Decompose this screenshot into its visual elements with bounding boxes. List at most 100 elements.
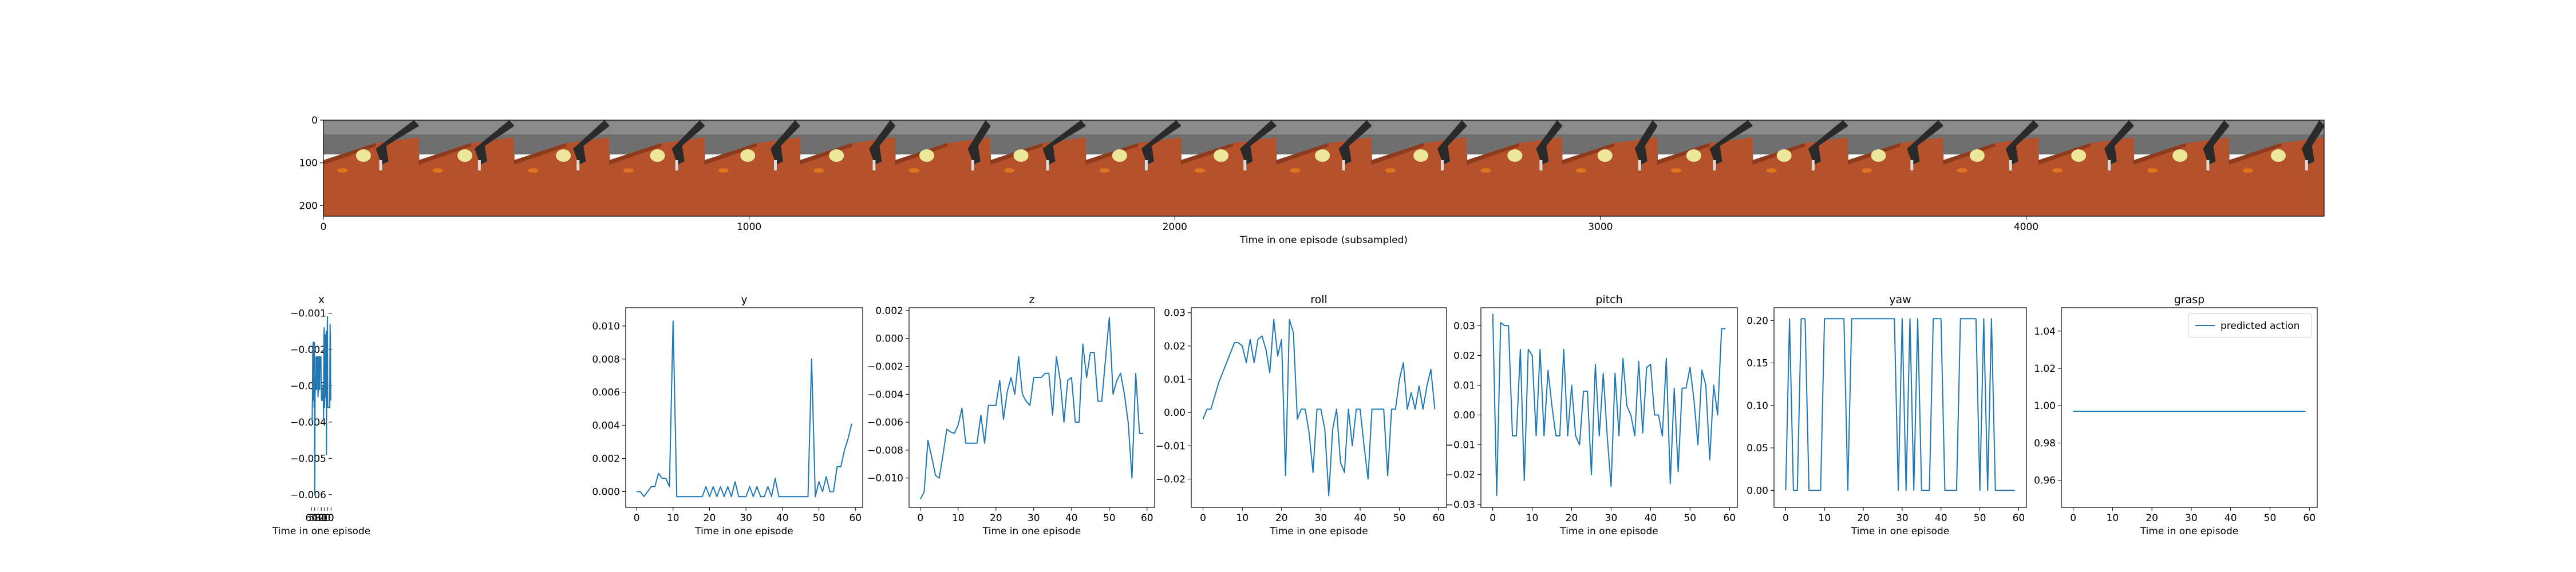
y-tick-label: 1.04 bbox=[2034, 326, 2056, 337]
x-tick-label: 60 bbox=[849, 513, 862, 524]
plot-area bbox=[2061, 307, 2318, 508]
frame bbox=[1276, 120, 1372, 216]
plot-area bbox=[908, 307, 1155, 508]
plot-area bbox=[625, 307, 863, 508]
y-tick-label: 0.002 bbox=[592, 454, 620, 465]
x-axis-label: Time in one episode bbox=[272, 526, 370, 537]
chart-grasp: grasp 0 10 20 30 40 50 60 0.96 0.98 1.00 1.02 1.04 Ti… bbox=[2034, 293, 2318, 537]
x-tick-label: 10 bbox=[667, 513, 679, 524]
y-tick-label: −0.010 bbox=[867, 473, 903, 484]
chart-title: yaw bbox=[1889, 293, 1911, 306]
y-tick-label: −0.02 bbox=[1445, 470, 1475, 481]
x-tick-label: 50 bbox=[813, 513, 825, 524]
chart-z: z 0 10 20 30 40 50 60 −0.010 −0.008 −0.006 −0.004 −0… bbox=[867, 293, 1155, 537]
x-tick-label: 40 bbox=[1645, 513, 1657, 524]
chart-x: x0102030405060−0.006−0.005−0.004−0.003−0… bbox=[272, 293, 370, 537]
filmstrip-frame bbox=[323, 120, 2325, 217]
y-tick-label: 0.008 bbox=[592, 354, 620, 366]
x-tick-label: 30 bbox=[1605, 513, 1618, 524]
y-tick-label: 0.98 bbox=[2034, 438, 2056, 449]
frame bbox=[513, 120, 610, 216]
frame bbox=[1180, 120, 1277, 216]
x-tick-label: 30 bbox=[2185, 513, 2198, 524]
x-axis-label: Time in one episode bbox=[694, 526, 793, 537]
y-tick-label: 0.000 bbox=[592, 486, 620, 498]
y-tick-label: 0.000 bbox=[875, 333, 903, 345]
x-tick-label: 10 bbox=[1236, 513, 1249, 524]
x-tick-label: 30 bbox=[1315, 513, 1327, 524]
x-tick-label: 60 bbox=[305, 513, 318, 524]
x-tick-label: 10 bbox=[2107, 513, 2119, 524]
x-tick-label: 0 bbox=[634, 513, 640, 524]
series-line bbox=[1492, 313, 1726, 496]
chart-title: grasp bbox=[2174, 293, 2204, 306]
y-tick-label: −0.002 bbox=[290, 344, 326, 356]
x-tick-label: 50 bbox=[1684, 513, 1696, 524]
x-tick-label: 60 bbox=[1141, 513, 1153, 524]
frame bbox=[418, 120, 515, 216]
x-tick-label: 20 bbox=[1275, 513, 1288, 524]
frame bbox=[609, 120, 705, 216]
y-tick-label: 0.96 bbox=[2034, 475, 2056, 487]
y-tick-label: 0.03 bbox=[1164, 308, 1186, 319]
y-tick-label: 0.02 bbox=[1453, 350, 1475, 362]
y-tick-label: −0.002 bbox=[867, 362, 903, 373]
x-tick-label: 60 bbox=[1723, 513, 1736, 524]
chart-title: roll bbox=[1310, 293, 1327, 306]
chart-title: z bbox=[1029, 293, 1035, 306]
chart-y: y 0 10 20 30 40 50 60 0.000 0.002 0.004 0.006 0.008 0… bbox=[592, 293, 863, 537]
x-tick-label: 30 bbox=[315, 513, 327, 524]
y-tick-label: 0.006 bbox=[592, 387, 620, 399]
plot-area bbox=[1480, 307, 1738, 508]
x-tick-label: 40 bbox=[776, 513, 789, 524]
x-tick-label: 40 bbox=[312, 513, 325, 524]
y-tick-label: −0.005 bbox=[290, 453, 326, 464]
x-tick-label: 10 bbox=[1818, 513, 1831, 524]
y-tick-label: 0.05 bbox=[1747, 443, 1768, 454]
x-tick-label: 0 bbox=[1783, 513, 1789, 524]
x-tick-label: 40 bbox=[1935, 513, 1947, 524]
y-tick-label: 0.15 bbox=[1747, 358, 1768, 370]
x-tick-label: 60 bbox=[2303, 513, 2316, 524]
x-tick-label: 30 bbox=[740, 513, 752, 524]
y-tick-label: −0.004 bbox=[290, 417, 326, 428]
x-tick-label: 0 bbox=[321, 221, 327, 233]
frame bbox=[1085, 120, 1182, 216]
y-tick-label: 0.10 bbox=[1747, 400, 1768, 412]
x-tick-label: 0 bbox=[1200, 513, 1206, 524]
x-tick-label: 20 bbox=[2146, 513, 2158, 524]
y-tick-label: −0.006 bbox=[867, 417, 903, 428]
y-tick-label: 200 bbox=[299, 200, 318, 212]
y-tick-label: −0.03 bbox=[1445, 499, 1475, 511]
x-tick-label: 0 bbox=[2070, 513, 2076, 524]
x-tick-label: 4000 bbox=[2014, 221, 2038, 233]
frame bbox=[1847, 120, 1944, 216]
x-tick-label: 60 bbox=[1432, 513, 1445, 524]
series-line bbox=[1202, 319, 1436, 496]
chart-yaw: yaw 0 10 20 30 40 50 60 0.00 0.05 0.10 0.15 0.20 Time… bbox=[1747, 293, 2027, 537]
x-tick-label: 50 bbox=[2264, 513, 2277, 524]
frame bbox=[1371, 120, 1468, 216]
x-tick-label: 40 bbox=[2225, 513, 2237, 524]
x-axis-label: Time in one episode bbox=[1559, 526, 1658, 537]
x-tick-label: 50 bbox=[1393, 513, 1406, 524]
x-axis-label: Time in one episode bbox=[2140, 526, 2238, 537]
series-line bbox=[919, 317, 1144, 499]
y-tick-label: 0.004 bbox=[592, 420, 620, 432]
y-tick-label: 0.00 bbox=[1747, 485, 1768, 496]
filmstrip-image bbox=[323, 120, 2324, 216]
y-tick-label: 0.03 bbox=[1453, 320, 1475, 332]
frame bbox=[800, 120, 896, 216]
frame bbox=[895, 120, 991, 216]
y-tick-label: 0.02 bbox=[1164, 341, 1186, 352]
frame bbox=[990, 120, 1086, 216]
filmstrip-x-axis-label: Time in one episode (subsampled) bbox=[1239, 235, 1408, 246]
y-tick-label: 0.01 bbox=[1164, 374, 1186, 386]
chart-roll: roll 0 10 20 30 40 50 60 −0.02 −0.01 0.00 0.01 0.02 0… bbox=[1156, 293, 1447, 537]
x-tick-label: 60 bbox=[2013, 513, 2025, 524]
legend-label: predicted action bbox=[2221, 320, 2300, 332]
frame bbox=[704, 120, 801, 216]
y-tick-label: −0.006 bbox=[290, 490, 326, 501]
x-tick-label: 30 bbox=[1896, 513, 1909, 524]
frame bbox=[323, 120, 420, 216]
